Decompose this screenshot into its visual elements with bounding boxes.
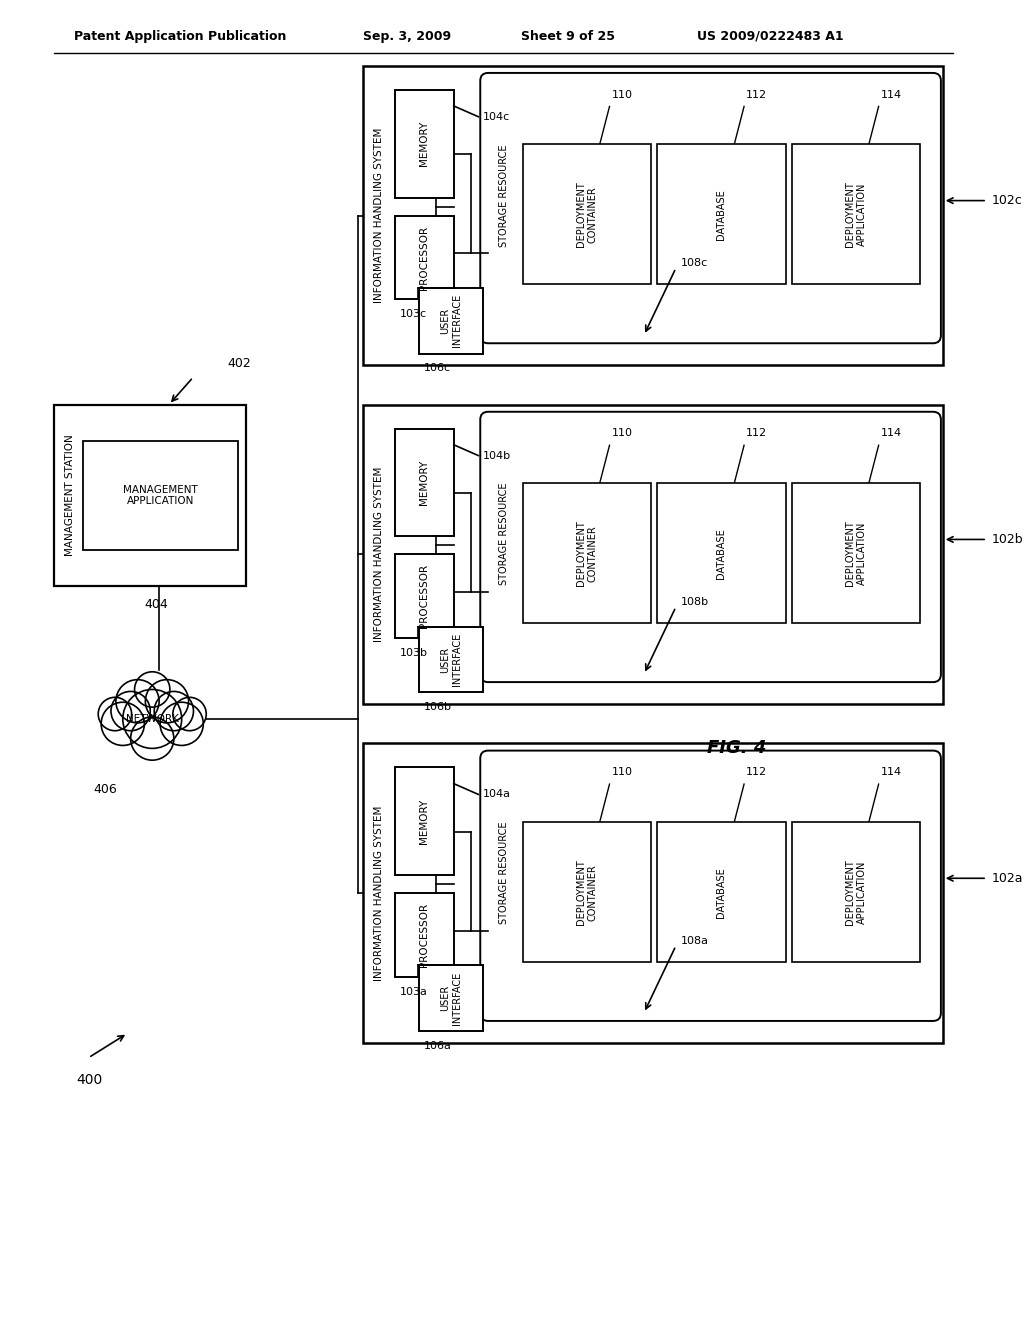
Text: 112: 112 — [746, 429, 767, 438]
FancyBboxPatch shape — [480, 412, 941, 682]
Text: MEMORY: MEMORY — [419, 459, 429, 506]
Text: 110: 110 — [611, 767, 633, 777]
Circle shape — [98, 697, 132, 731]
Text: 102c: 102c — [992, 194, 1023, 207]
Text: Sep. 3, 2009: Sep. 3, 2009 — [364, 30, 452, 42]
Circle shape — [145, 680, 188, 723]
Text: STORAGE RESOURCE: STORAGE RESOURCE — [499, 822, 509, 924]
Circle shape — [131, 717, 174, 760]
Text: MANAGEMENT
APPLICATION: MANAGEMENT APPLICATION — [123, 484, 198, 507]
Text: DEPLOYMENT
APPLICATION: DEPLOYMENT APPLICATION — [845, 182, 866, 247]
Text: 110: 110 — [611, 429, 633, 438]
Bar — [364, 405, 943, 704]
Text: 104a: 104a — [483, 789, 511, 800]
Text: 102a: 102a — [992, 871, 1023, 884]
Text: DEPLOYMENT
CONTAINER: DEPLOYMENT CONTAINER — [577, 859, 598, 925]
FancyBboxPatch shape — [480, 73, 941, 343]
Bar — [84, 441, 238, 550]
Bar — [792, 483, 921, 623]
Text: USER
INTERFACE: USER INTERFACE — [440, 294, 462, 347]
Text: STORAGE RESOURCE: STORAGE RESOURCE — [499, 483, 509, 586]
Text: 106a: 106a — [424, 1041, 453, 1051]
Text: MANAGEMENT STATION: MANAGEMENT STATION — [65, 434, 75, 556]
Bar — [657, 822, 785, 962]
Text: 106b: 106b — [424, 702, 453, 713]
Text: 104c: 104c — [483, 112, 511, 121]
Text: INFORMATION HANDLING SYSTEM: INFORMATION HANDLING SYSTEM — [374, 805, 384, 981]
Bar — [54, 405, 246, 586]
Text: 108c: 108c — [681, 257, 708, 268]
Text: USER
INTERFACE: USER INTERFACE — [440, 972, 462, 1024]
Text: PROCESSOR: PROCESSOR — [419, 903, 429, 968]
Bar — [395, 554, 454, 639]
Bar — [395, 215, 454, 300]
Text: US 2009/0222483 A1: US 2009/0222483 A1 — [697, 30, 844, 42]
Text: 103b: 103b — [399, 648, 428, 659]
Bar — [792, 144, 921, 285]
Bar — [522, 822, 651, 962]
Text: STORAGE RESOURCE: STORAGE RESOURCE — [499, 144, 509, 247]
Bar — [395, 429, 454, 536]
Circle shape — [134, 672, 170, 708]
Bar — [522, 483, 651, 623]
Bar — [522, 144, 651, 285]
Text: DEPLOYMENT
CONTAINER: DEPLOYMENT CONTAINER — [577, 520, 598, 586]
Text: DEPLOYMENT
APPLICATION: DEPLOYMENT APPLICATION — [845, 859, 866, 925]
Text: FIG. 4: FIG. 4 — [708, 739, 767, 758]
Bar — [792, 822, 921, 962]
Bar — [657, 144, 785, 285]
Text: 106c: 106c — [424, 363, 452, 374]
Text: 103c: 103c — [399, 309, 427, 319]
Bar — [395, 90, 454, 198]
Text: 110: 110 — [611, 90, 633, 99]
Circle shape — [160, 702, 204, 746]
Text: USER
INTERFACE: USER INTERFACE — [440, 632, 462, 686]
Circle shape — [173, 697, 206, 731]
Circle shape — [155, 692, 194, 731]
Bar — [657, 483, 785, 623]
Circle shape — [123, 689, 181, 748]
Circle shape — [111, 692, 151, 731]
Bar — [420, 627, 483, 693]
Bar — [364, 66, 943, 366]
Text: DATABASE: DATABASE — [717, 867, 726, 917]
Text: 108b: 108b — [681, 597, 709, 607]
Text: MEMORY: MEMORY — [419, 121, 429, 166]
Text: 102b: 102b — [992, 533, 1024, 546]
Text: NETWORK: NETWORK — [126, 714, 178, 723]
Text: INFORMATION HANDLING SYSTEM: INFORMATION HANDLING SYSTEM — [374, 128, 384, 304]
Text: 108a: 108a — [681, 936, 709, 945]
Text: 404: 404 — [144, 598, 169, 611]
Circle shape — [101, 702, 144, 746]
Text: 114: 114 — [881, 429, 902, 438]
Text: DATABASE: DATABASE — [717, 189, 726, 240]
Text: PROCESSOR: PROCESSOR — [419, 226, 429, 289]
Text: 104b: 104b — [483, 450, 511, 461]
Text: 103a: 103a — [399, 987, 428, 997]
Bar — [395, 767, 454, 875]
Text: PROCESSOR: PROCESSOR — [419, 564, 429, 628]
Text: 114: 114 — [881, 90, 902, 99]
Bar — [395, 894, 454, 977]
Text: 112: 112 — [746, 767, 767, 777]
Text: DATABASE: DATABASE — [717, 528, 726, 578]
Text: Patent Application Publication: Patent Application Publication — [74, 30, 286, 42]
FancyBboxPatch shape — [480, 751, 941, 1020]
Circle shape — [116, 680, 159, 723]
Text: 112: 112 — [746, 90, 767, 99]
Text: MEMORY: MEMORY — [419, 799, 429, 843]
Text: 402: 402 — [227, 358, 251, 371]
Bar — [420, 965, 483, 1031]
Text: 406: 406 — [93, 783, 117, 796]
Text: 400: 400 — [77, 1073, 102, 1086]
Text: 114: 114 — [881, 767, 902, 777]
Bar — [420, 288, 483, 354]
Text: DEPLOYMENT
APPLICATION: DEPLOYMENT APPLICATION — [845, 520, 866, 586]
Text: DEPLOYMENT
CONTAINER: DEPLOYMENT CONTAINER — [577, 182, 598, 247]
Text: Sheet 9 of 25: Sheet 9 of 25 — [520, 30, 614, 42]
Bar — [364, 743, 943, 1043]
Text: INFORMATION HANDLING SYSTEM: INFORMATION HANDLING SYSTEM — [374, 467, 384, 642]
